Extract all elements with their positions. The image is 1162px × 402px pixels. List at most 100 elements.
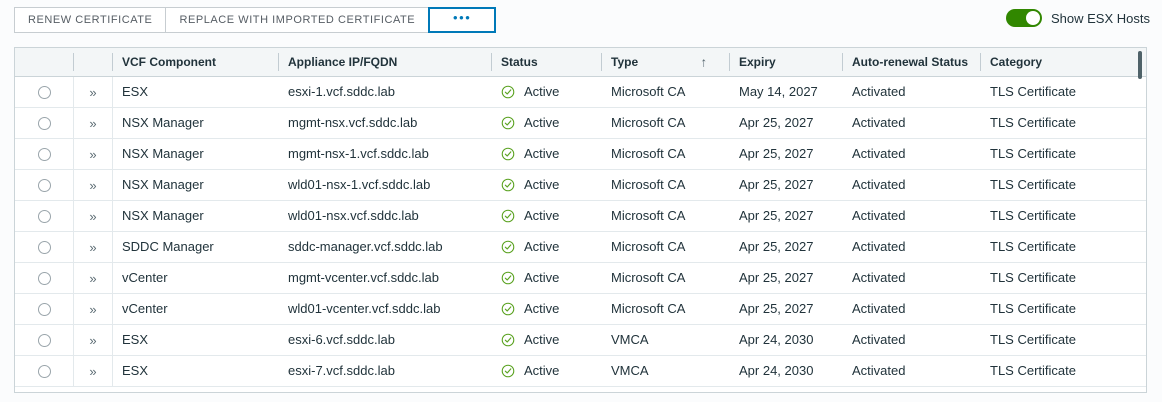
- row-radio-button[interactable]: [37, 241, 51, 255]
- row-radio-button[interactable]: [37, 334, 51, 348]
- row-expand-cell[interactable]: »: [73, 169, 112, 201]
- renew-certificate-button[interactable]: RENEW CERTIFICATE: [14, 7, 167, 33]
- cell-appliance-ip-fqdn: wld01-nsx.vcf.sddc.lab: [278, 200, 491, 232]
- column-header-category[interactable]: Category: [980, 48, 1146, 77]
- cell-expiry: May 14, 2027: [729, 76, 842, 108]
- row-select-cell[interactable]: [15, 262, 73, 294]
- row-select-cell[interactable]: [15, 293, 73, 325]
- cell-expiry: Apr 25, 2027: [729, 231, 842, 263]
- table-row[interactable]: » ESX esxi-1.vcf.sddc.lab Active Microsoft C…: [15, 76, 1146, 108]
- vertical-scrollbar[interactable]: [1136, 49, 1145, 391]
- table-body: » ESX esxi-1.vcf.sddc.lab Active Microsoft C…: [15, 76, 1146, 387]
- row-select-cell[interactable]: [15, 200, 73, 232]
- status-text: Active: [524, 239, 560, 254]
- check-circle-icon: [501, 240, 515, 253]
- row-radio-button[interactable]: [37, 148, 51, 162]
- row-expand-cell[interactable]: »: [73, 200, 112, 232]
- row-radio-button[interactable]: [37, 117, 51, 131]
- cell-appliance-ip-fqdn: mgmt-nsx-1.vcf.sddc.lab: [278, 138, 491, 170]
- cell-auto-renewal-status: Activated: [842, 231, 980, 263]
- column-header-expiry[interactable]: Expiry: [729, 48, 842, 77]
- cell-category: TLS Certificate: [980, 231, 1146, 263]
- column-header-vcf-component[interactable]: VCF Component: [112, 48, 278, 77]
- cell-vcf-component: vCenter: [112, 293, 278, 325]
- check-circle-icon: [501, 178, 515, 191]
- cell-status: Active: [491, 355, 601, 387]
- cell-type: Microsoft CA: [601, 262, 729, 294]
- cell-type: Microsoft CA: [601, 293, 729, 325]
- cell-vcf-component: vCenter: [112, 262, 278, 294]
- table-row[interactable]: » ESX esxi-6.vcf.sddc.lab Active VMCA Apr 24,…: [15, 324, 1146, 356]
- cell-status: Active: [491, 138, 601, 170]
- cell-category: TLS Certificate: [980, 293, 1146, 325]
- certificates-toolbar: RENEW CERTIFICATE REPLACE WITH IMPORTED …: [0, 0, 1162, 40]
- row-radio-button[interactable]: [37, 179, 51, 193]
- expand-row-icon[interactable]: »: [89, 178, 96, 194]
- table-row[interactable]: » ESX esxi-7.vcf.sddc.lab Active VMCA Apr 24,…: [15, 355, 1146, 387]
- row-radio-button[interactable]: [37, 303, 51, 317]
- table-row[interactable]: » vCenter wld01-vcenter.vcf.sddc.lab Active…: [15, 293, 1146, 325]
- column-header-auto-renewal-status[interactable]: Auto-renewal Status: [842, 48, 980, 77]
- row-radio-button[interactable]: [37, 272, 51, 286]
- cell-auto-renewal-status: Activated: [842, 355, 980, 387]
- row-select-cell[interactable]: [15, 76, 73, 108]
- expand-row-icon[interactable]: »: [89, 147, 96, 163]
- toggle-switch-track[interactable]: [1006, 9, 1042, 27]
- expand-row-icon[interactable]: »: [89, 85, 96, 101]
- expand-row-icon[interactable]: »: [89, 302, 96, 318]
- more-actions-button[interactable]: •••: [428, 7, 497, 33]
- cell-status: Active: [491, 169, 601, 201]
- row-expand-cell[interactable]: »: [73, 262, 112, 294]
- status-text: Active: [524, 84, 560, 99]
- cell-vcf-component: NSX Manager: [112, 169, 278, 201]
- expand-row-icon[interactable]: »: [89, 271, 96, 287]
- column-header-status[interactable]: Status: [491, 48, 601, 77]
- cell-category: TLS Certificate: [980, 200, 1146, 232]
- row-expand-cell[interactable]: »: [73, 355, 112, 387]
- row-expand-cell[interactable]: »: [73, 76, 112, 108]
- replace-with-imported-certificate-button[interactable]: REPLACE WITH IMPORTED CERTIFICATE: [165, 7, 430, 33]
- check-circle-icon: [501, 209, 515, 222]
- certificates-table-container: VCF Component Appliance IP/FQDN Status T…: [14, 47, 1147, 393]
- row-radio-button[interactable]: [37, 210, 51, 224]
- table-row[interactable]: » NSX Manager mgmt-nsx.vcf.sddc.lab Active M…: [15, 107, 1146, 139]
- row-select-cell[interactable]: [15, 138, 73, 170]
- expand-row-icon[interactable]: »: [89, 116, 96, 132]
- row-select-cell[interactable]: [15, 107, 73, 139]
- cell-category: TLS Certificate: [980, 107, 1146, 139]
- cell-status: Active: [491, 107, 601, 139]
- row-radio-button[interactable]: [37, 365, 51, 379]
- show-esx-hosts-toggle[interactable]: Show ESX Hosts: [1006, 9, 1150, 27]
- expand-row-icon[interactable]: »: [89, 240, 96, 256]
- cell-type: Microsoft CA: [601, 138, 729, 170]
- row-select-cell[interactable]: [15, 169, 73, 201]
- cell-auto-renewal-status: Activated: [842, 138, 980, 170]
- cell-type: Microsoft CA: [601, 76, 729, 108]
- table-row[interactable]: » NSX Manager wld01-nsx-1.vcf.sddc.lab Acti…: [15, 169, 1146, 201]
- cell-status: Active: [491, 262, 601, 294]
- row-expand-cell[interactable]: »: [73, 107, 112, 139]
- row-expand-cell[interactable]: »: [73, 231, 112, 263]
- table-row[interactable]: » SDDC Manager sddc-manager.vcf.sddc.lab Ac…: [15, 231, 1146, 263]
- row-expand-cell[interactable]: »: [73, 324, 112, 356]
- row-select-cell[interactable]: [15, 355, 73, 387]
- table-row[interactable]: » NSX Manager mgmt-nsx-1.vcf.sddc.lab Activ…: [15, 138, 1146, 170]
- cell-expiry: Apr 25, 2027: [729, 262, 842, 294]
- row-expand-cell[interactable]: »: [73, 138, 112, 170]
- row-radio-button[interactable]: [37, 86, 51, 100]
- cell-expiry: Apr 25, 2027: [729, 200, 842, 232]
- expand-row-icon[interactable]: »: [89, 209, 96, 225]
- row-select-cell[interactable]: [15, 324, 73, 356]
- column-header-type[interactable]: Type ↑: [601, 48, 729, 77]
- expand-row-icon[interactable]: »: [89, 333, 96, 349]
- column-header-appliance-ip-fqdn[interactable]: Appliance IP/FQDN: [278, 48, 491, 77]
- sort-ascending-icon[interactable]: ↑: [700, 54, 708, 70]
- expand-row-icon[interactable]: »: [89, 364, 96, 380]
- row-expand-cell[interactable]: »: [73, 293, 112, 325]
- status-text: Active: [524, 332, 560, 347]
- status-text: Active: [524, 301, 560, 316]
- table-row[interactable]: » vCenter mgmt-vcenter.vcf.sddc.lab Active M…: [15, 262, 1146, 294]
- table-row[interactable]: » NSX Manager wld01-nsx.vcf.sddc.lab Active…: [15, 200, 1146, 232]
- scrollbar-thumb[interactable]: [1138, 51, 1142, 79]
- row-select-cell[interactable]: [15, 231, 73, 263]
